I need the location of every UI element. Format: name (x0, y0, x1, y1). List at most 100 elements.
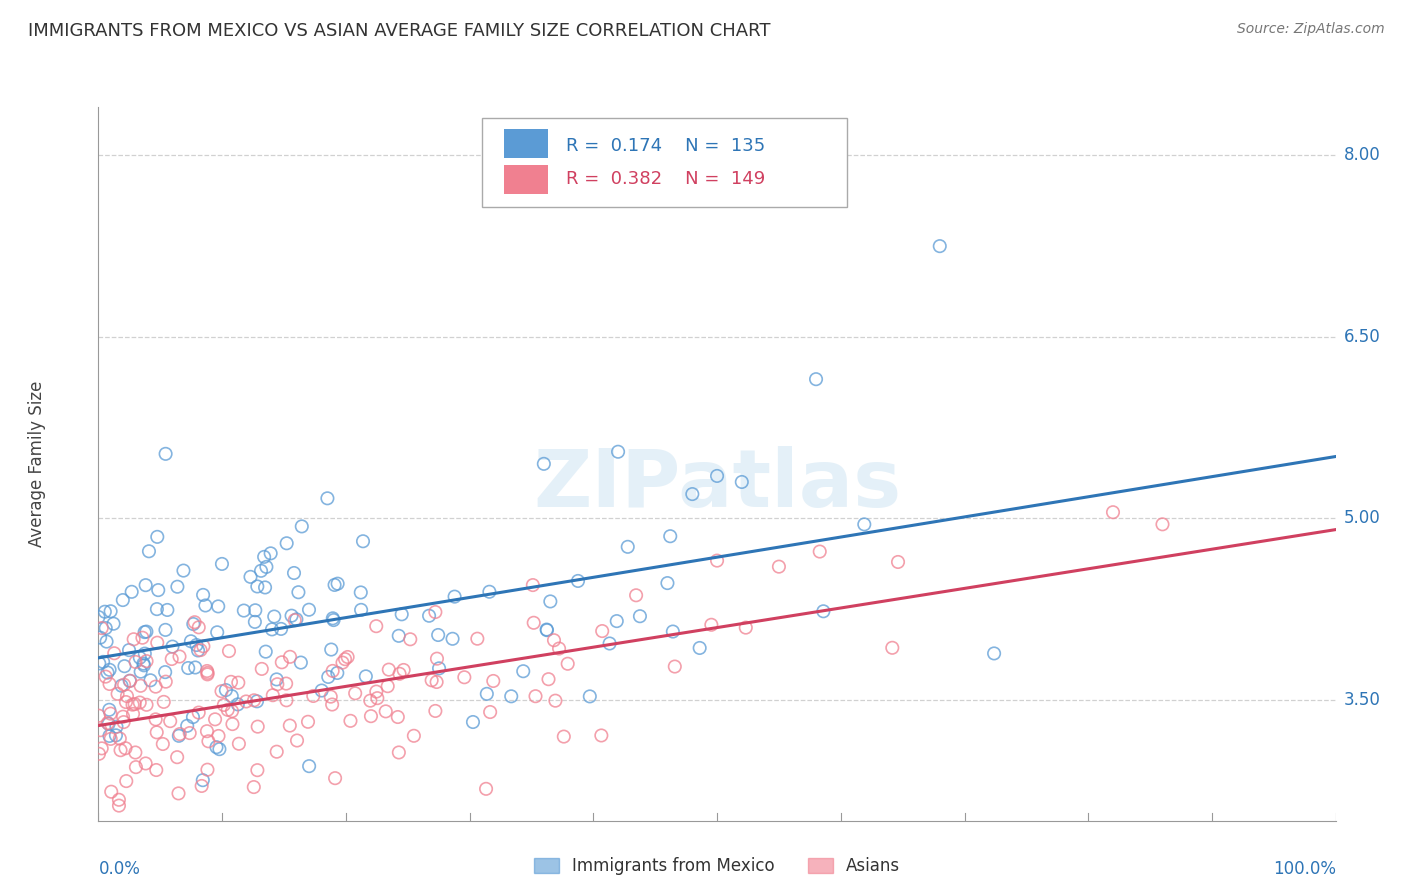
Point (208, 742, 231, 756)
Point (112, 678, 135, 692)
Point (145, 763, 167, 777)
Point (1152, 517, 1174, 532)
Point (591, 624, 613, 638)
Point (350, 585, 373, 599)
Point (246, 579, 269, 593)
Point (443, 590, 465, 604)
Point (478, 584, 501, 599)
Point (659, 529, 682, 543)
Point (166, 750, 188, 764)
Point (616, 540, 638, 554)
Point (114, 659, 136, 673)
Point (359, 693, 381, 707)
Point (87, 747, 110, 761)
Point (176, 719, 198, 733)
Point (260, 546, 283, 560)
Point (226, 675, 249, 690)
Point (387, 710, 409, 724)
Point (166, 580, 188, 594)
Point (853, 517, 876, 532)
Point (366, 619, 388, 633)
Point (700, 617, 723, 632)
Point (135, 624, 157, 639)
Point (131, 631, 153, 645)
Point (111, 593, 134, 607)
Point (628, 609, 651, 624)
Point (316, 670, 339, 684)
Point (322, 613, 344, 627)
Point (316, 491, 339, 506)
Point (134, 625, 156, 640)
Point (276, 676, 298, 690)
Point (250, 662, 273, 676)
Point (155, 447, 177, 461)
Point (134, 647, 156, 661)
Point (205, 625, 228, 640)
Point (211, 557, 233, 571)
Text: IMMIGRANTS FROM MEXICO VS ASIAN AVERAGE FAMILY SIZE CORRELATION CHART: IMMIGRANTS FROM MEXICO VS ASIAN AVERAGE … (28, 22, 770, 40)
Point (187, 620, 209, 634)
Point (461, 714, 484, 729)
Point (420, 673, 443, 688)
Point (135, 578, 157, 592)
Point (681, 487, 703, 501)
Point (578, 690, 600, 704)
Point (197, 734, 219, 748)
Point (155, 623, 177, 637)
Point (181, 617, 204, 632)
Point (339, 714, 361, 728)
Point (374, 705, 396, 719)
Point (195, 664, 218, 678)
Point (107, 687, 129, 701)
Point (197, 665, 219, 680)
Point (100, 785, 122, 799)
Point (197, 667, 219, 681)
Point (128, 650, 150, 665)
Text: 6.50: 6.50 (1344, 328, 1381, 346)
Point (160, 652, 183, 666)
Point (606, 614, 628, 628)
Point (217, 703, 239, 717)
Point (115, 689, 138, 703)
Point (254, 560, 277, 574)
Point (167, 786, 190, 800)
Point (221, 704, 243, 718)
Point (706, 469, 728, 483)
Point (243, 615, 266, 629)
Point (285, 612, 308, 626)
Text: 100.0%: 100.0% (1272, 860, 1336, 878)
Point (146, 530, 169, 544)
Point (152, 737, 174, 751)
Point (333, 652, 356, 666)
Point (266, 673, 288, 687)
Point (360, 709, 382, 723)
Point (537, 672, 560, 686)
Point (148, 583, 170, 598)
Point (270, 622, 292, 636)
Point (145, 712, 167, 726)
Point (89, 723, 111, 738)
Point (172, 564, 194, 578)
Point (197, 763, 219, 777)
Point (187, 706, 209, 720)
Point (664, 659, 686, 673)
Point (657, 576, 679, 591)
Point (228, 737, 250, 751)
Point (90, 621, 112, 635)
Point (91, 655, 114, 669)
Point (205, 740, 228, 755)
Point (887, 555, 910, 569)
Point (426, 651, 449, 665)
Point (112, 709, 135, 723)
Point (96, 634, 118, 648)
Point (105, 720, 128, 734)
Point (98, 663, 121, 677)
Point (128, 696, 150, 710)
Point (87, 708, 110, 723)
Point (591, 729, 613, 743)
Point (122, 632, 145, 647)
Point (118, 643, 141, 657)
Point (378, 663, 401, 677)
Point (287, 585, 309, 599)
Point (291, 519, 314, 533)
